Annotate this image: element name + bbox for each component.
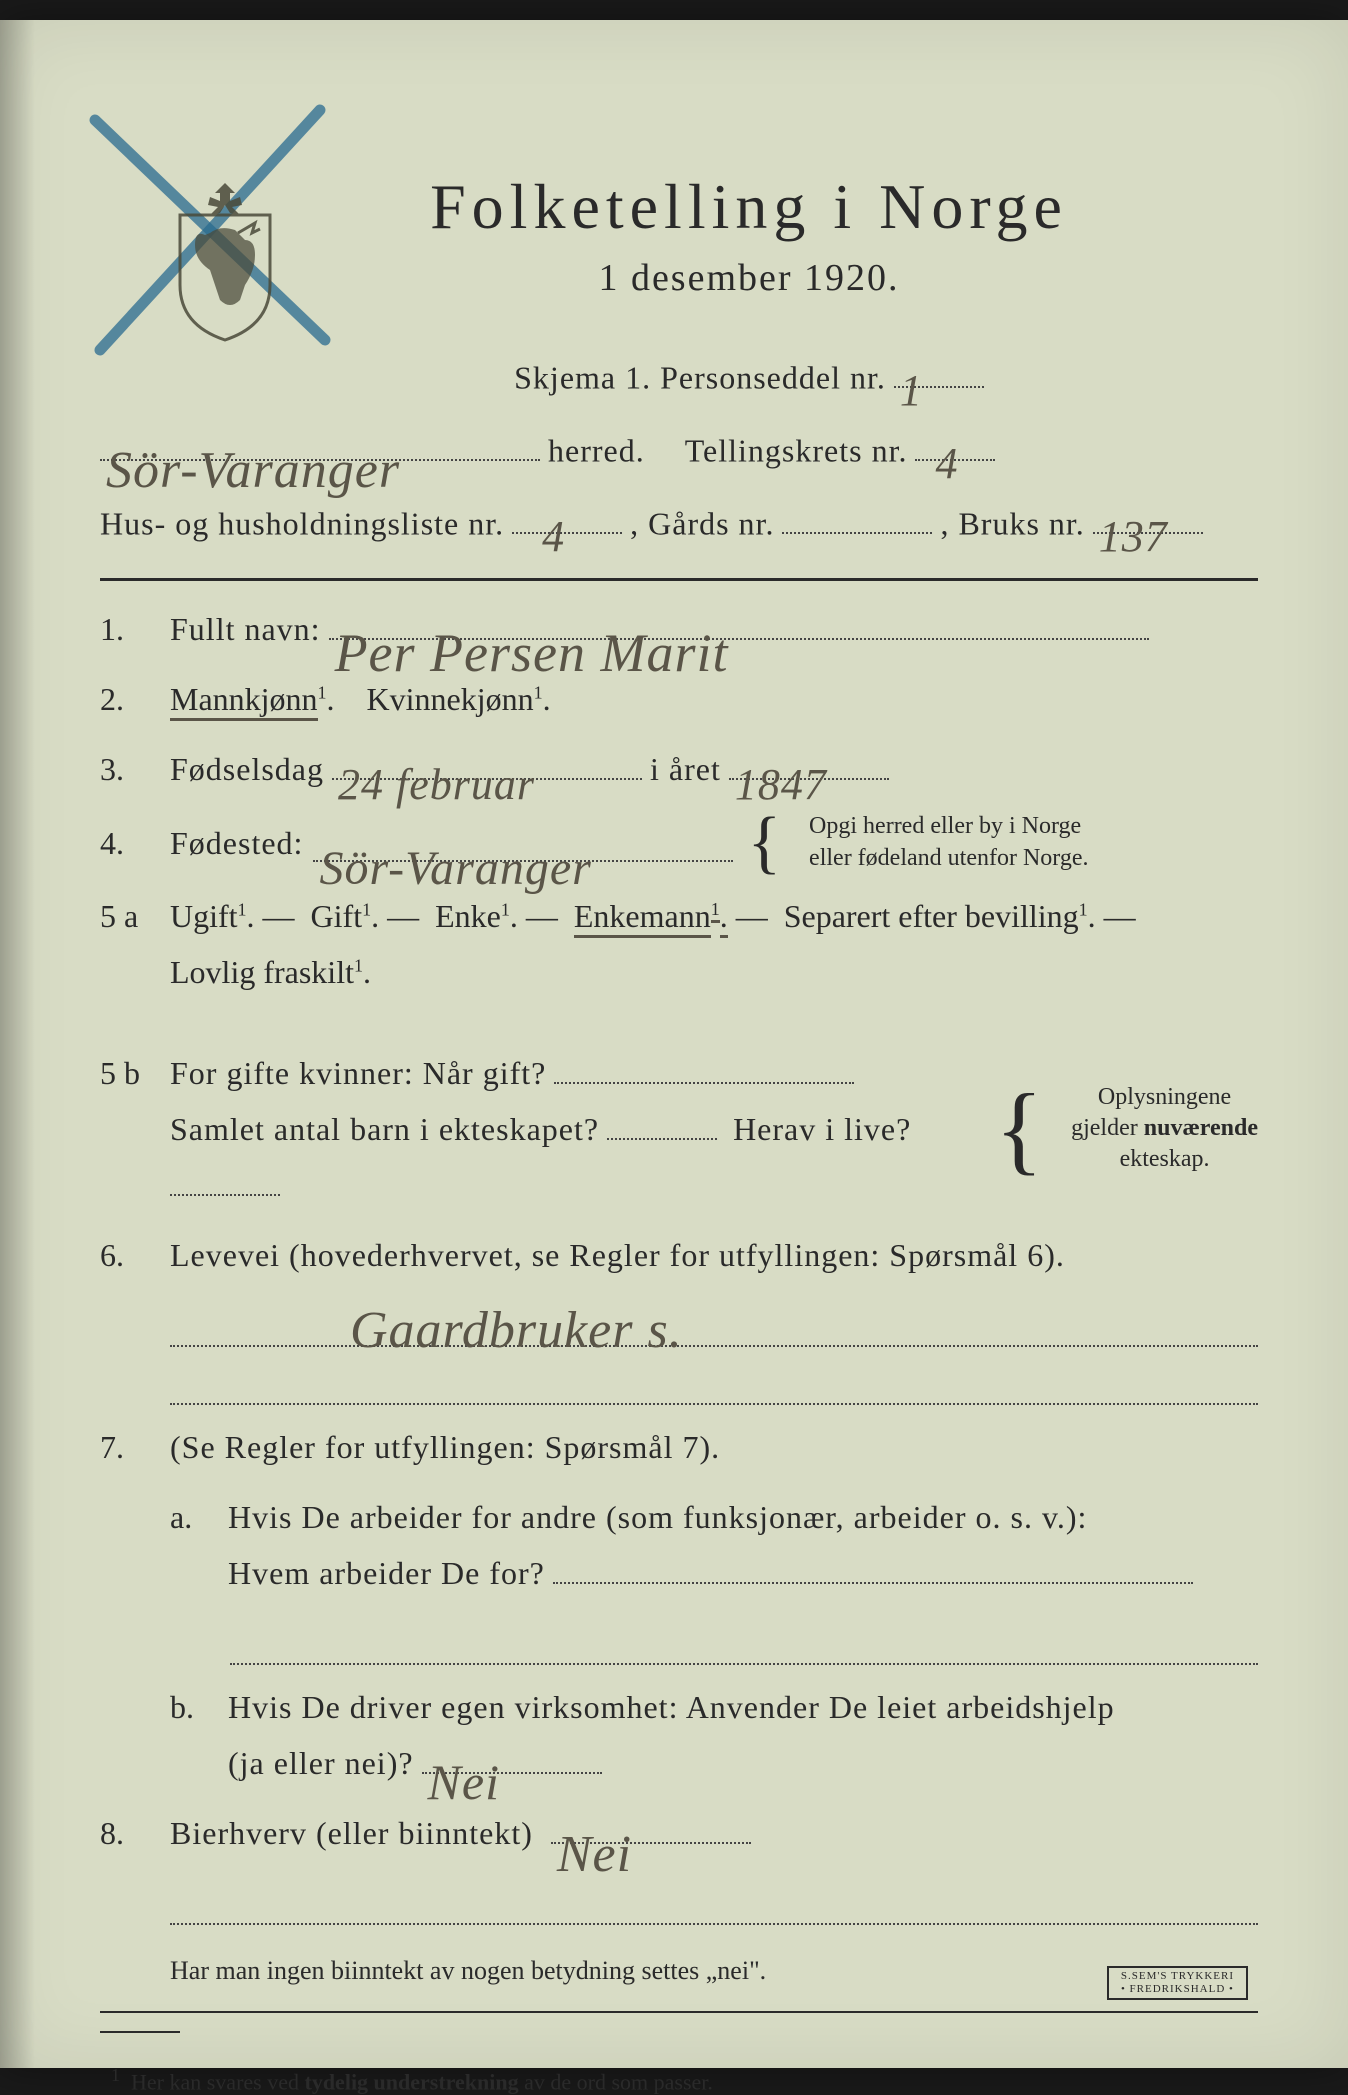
q4-num: 4. bbox=[100, 825, 156, 862]
q7a-row: a. Hvis De arbeider for andre (som funks… bbox=[170, 1489, 1258, 1601]
gards-label: , Gårds nr. bbox=[630, 505, 774, 541]
tellingskrets-value: 4 bbox=[935, 427, 958, 461]
q2-mann: Mannkjønn bbox=[170, 681, 318, 721]
q7b-line1: Hvis De driver egen virksomhet: Anvender… bbox=[228, 1689, 1115, 1725]
q5a-num: 5 a bbox=[100, 898, 156, 935]
q7-num: 7. bbox=[100, 1429, 156, 1466]
q7b-line2a: (ja eller nei)? bbox=[228, 1745, 414, 1781]
q3-year: 1847 bbox=[735, 746, 827, 780]
q7b-value: Nei bbox=[428, 1739, 500, 1773]
q5a-enkemann: Enkemann bbox=[574, 898, 711, 938]
form-header: Folketelling i Norge 1 desember 1920. bbox=[240, 170, 1258, 300]
q7a-line2: Hvem arbeider De for? bbox=[228, 1555, 545, 1591]
q5b-note: Oplysningene gjelder nuværende ekteskap. bbox=[1071, 1082, 1258, 1176]
q5b-line1a: For gifte kvinner: Når gift? bbox=[170, 1055, 546, 1091]
q5a-ugift: Ugift bbox=[170, 898, 238, 934]
q8-label: Bierhverv (eller biinntekt) bbox=[170, 1815, 533, 1851]
q1-value: Per Persen Marit bbox=[335, 606, 729, 640]
q6-value-line: Gaardbruker s. bbox=[170, 1297, 1258, 1347]
q7a-blank bbox=[230, 1615, 1258, 1665]
q5b-row2: 5 b For gifte kvinner: Når gift? Samlet … bbox=[100, 1045, 1258, 1213]
q6-num: 6. bbox=[100, 1237, 156, 1274]
q7b-num: b. bbox=[170, 1689, 214, 1726]
q6-value: Gaardbruker s. bbox=[350, 1301, 683, 1349]
q8-num: 8. bbox=[100, 1815, 156, 1852]
q6-label: Levevei (hovederhvervet, se Regler for u… bbox=[170, 1237, 1065, 1273]
q6-row: 6. Levevei (hovederhvervet, se Regler fo… bbox=[100, 1227, 1258, 1283]
q3-num: 3. bbox=[100, 751, 156, 788]
q8-value: Nei bbox=[557, 1809, 632, 1843]
norway-coat-of-arms-icon bbox=[160, 175, 290, 345]
form-title: Folketelling i Norge bbox=[240, 170, 1258, 244]
q3-day: 24 februar bbox=[338, 746, 535, 780]
q7a-num: a. bbox=[170, 1499, 214, 1536]
q4-label: Fødested: bbox=[170, 815, 303, 871]
footnote-rule bbox=[100, 2031, 180, 2033]
herred-line: Sör-Varanger herred. Tellingskrets nr. 4 bbox=[100, 423, 1258, 478]
printer-stamp: S.SEM'S TRYKKERI • FREDRIKSHALD • bbox=[1107, 1966, 1248, 2000]
skjema-label: Skjema 1. Personseddel nr. bbox=[514, 359, 886, 395]
q5a-lovlig: Lovlig fraskilt bbox=[170, 954, 354, 990]
footnote: 1 Her kan svares ved tydelig understrekn… bbox=[100, 2065, 1258, 2095]
husliste-value: 4 bbox=[542, 500, 565, 534]
q5b-line2b: Herav i live? bbox=[733, 1111, 911, 1147]
brace-icon: { bbox=[747, 818, 781, 867]
q4-value: Sör-Varanger bbox=[319, 827, 591, 861]
q5a-row: 5 a Ugift1. — Gift1. — Enke1. — Enkemann… bbox=[100, 888, 1258, 1000]
q3-row: 3. Fødselsdag 24 februar i året 1847 bbox=[100, 741, 1258, 797]
q2-kvinne: Kvinnekjønn bbox=[367, 681, 534, 717]
skjema-line: Skjema 1. Personseddel nr. 1 bbox=[240, 350, 1258, 405]
q4-note: Opgi herred eller by i Norge eller fødel… bbox=[809, 811, 1088, 873]
tellingskrets-label: Tellingskrets nr. bbox=[685, 432, 908, 468]
q5a-enke: Enke bbox=[435, 898, 501, 934]
q4-row: 4. Fødested: Sör-Varanger { Opgi herred … bbox=[100, 811, 1258, 873]
post-note: Har man ingen biinntekt av nogen betydni… bbox=[170, 1949, 1258, 1993]
q5a-sep: Separert efter bevilling bbox=[784, 898, 1079, 934]
q8-blank bbox=[170, 1875, 1258, 1925]
q2-num: 2. bbox=[100, 681, 156, 718]
q5a-gift: Gift bbox=[311, 898, 363, 934]
bruks-label: , Bruks nr. bbox=[940, 505, 1084, 541]
q6-blank-line bbox=[170, 1355, 1258, 1405]
husliste-line: Hus- og husholdningsliste nr. 4 , Gårds … bbox=[100, 496, 1258, 551]
q3-label: Fødselsdag bbox=[170, 751, 324, 787]
census-form-page: Folketelling i Norge 1 desember 1920. Sk… bbox=[0, 20, 1348, 2068]
herred-value: Sör-Varanger bbox=[106, 427, 400, 461]
form-date: 1 desember 1920. bbox=[240, 256, 1258, 300]
herred-label: herred. bbox=[548, 432, 645, 468]
q5b-line2a: Samlet antal barn i ekteskapet? bbox=[170, 1111, 599, 1147]
q7a-line1: Hvis De arbeider for andre (som funksjon… bbox=[228, 1499, 1087, 1535]
q1-num: 1. bbox=[100, 611, 156, 648]
bruks-value: 137 bbox=[1099, 500, 1168, 534]
q7-row: 7. (Se Regler for utfyllingen: Spørsmål … bbox=[100, 1419, 1258, 1475]
divider-2 bbox=[100, 2011, 1258, 2013]
brace-icon: { bbox=[995, 1094, 1043, 1164]
q3-mid: i året bbox=[650, 751, 721, 787]
q1-row: 1. Fullt navn: Per Persen Marit bbox=[100, 601, 1258, 657]
husliste-label: Hus- og husholdningsliste nr. bbox=[100, 505, 504, 541]
q5b-num2: 5 b bbox=[100, 1055, 156, 1092]
q7-label: (Se Regler for utfyllingen: Spørsmål 7). bbox=[170, 1429, 720, 1465]
q8-row: 8. Bierhverv (eller biinntekt) Nei bbox=[100, 1805, 1258, 1861]
personseddel-value: 1 bbox=[900, 354, 923, 388]
divider-1 bbox=[100, 578, 1258, 581]
q7b-row: b. Hvis De driver egen virksomhet: Anven… bbox=[170, 1679, 1258, 1791]
q1-label: Fullt navn: bbox=[170, 611, 321, 647]
